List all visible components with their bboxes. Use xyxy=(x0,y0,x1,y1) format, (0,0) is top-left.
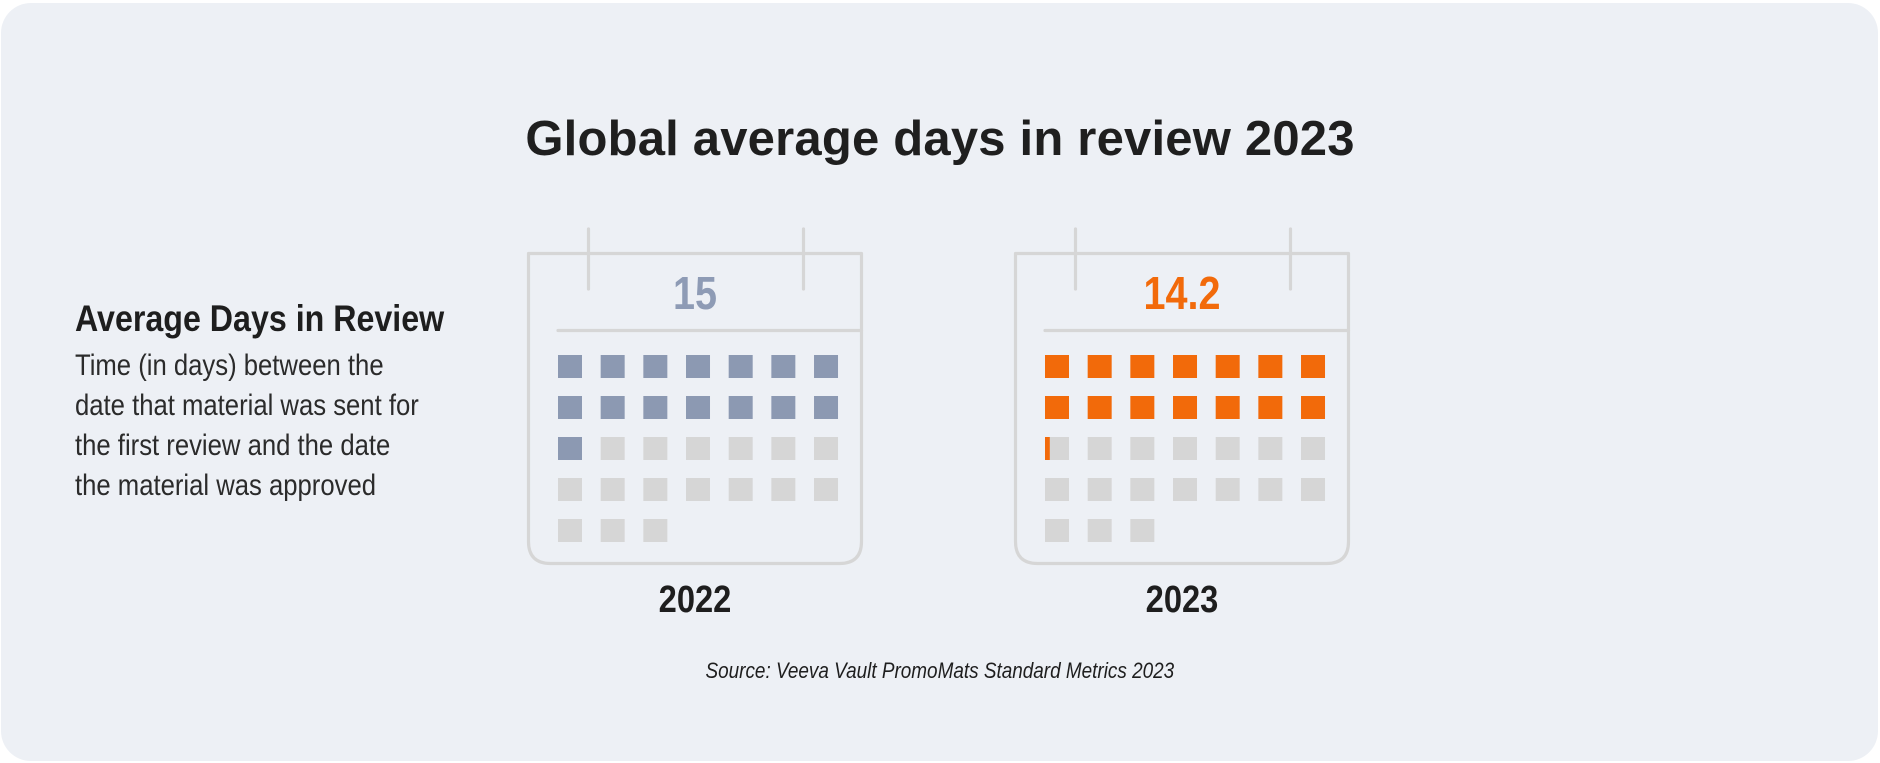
day-square-empty xyxy=(1215,437,1240,460)
day-square-empty xyxy=(1215,478,1240,501)
calendar-2023: 14.2 2023 xyxy=(1012,226,1352,621)
day-square-filled xyxy=(558,355,582,378)
metric-description: Time (in days) between the date that mat… xyxy=(75,346,493,506)
day-square-filled xyxy=(1258,355,1283,378)
day-square-filled xyxy=(558,437,582,460)
day-square-empty xyxy=(728,437,753,460)
day-square-empty xyxy=(600,478,625,501)
day-square-empty xyxy=(1087,519,1112,542)
day-square-filled xyxy=(643,355,668,378)
day-square-empty xyxy=(1173,437,1198,460)
day-square-filled xyxy=(558,396,582,419)
day-square-empty xyxy=(814,478,839,501)
day-square-empty xyxy=(771,437,796,460)
day-square-empty xyxy=(643,437,668,460)
day-square-filled xyxy=(728,396,753,419)
day-square-filled xyxy=(1045,355,1069,378)
day-square-empty xyxy=(558,478,582,501)
day-square-filled xyxy=(1130,355,1155,378)
metric-description-line: date that material was sent for xyxy=(75,389,419,422)
day-square-filled xyxy=(1215,355,1240,378)
day-square-filled xyxy=(1087,396,1112,419)
calendar-2022: 15 2022 xyxy=(525,226,865,621)
day-square-filled xyxy=(1258,396,1283,419)
day-square-filled xyxy=(1130,396,1155,419)
calendar-year-label: 2022 xyxy=(658,579,732,621)
calendar-value: 14.2 xyxy=(1143,267,1221,319)
source-note: Source: Veeva Vault PromoMats Standard M… xyxy=(705,658,1175,683)
day-square-empty xyxy=(771,478,796,501)
day-square-filled xyxy=(814,396,839,419)
day-square-filled xyxy=(643,396,668,419)
day-square-empty xyxy=(1087,478,1112,501)
day-square-empty xyxy=(558,519,582,542)
day-square-empty xyxy=(814,437,839,460)
day-square-empty xyxy=(643,478,668,501)
day-square-filled xyxy=(686,355,711,378)
day-square-filled xyxy=(1045,396,1069,419)
metric-description-block: Average Days in Review Time (in days) be… xyxy=(75,296,493,506)
day-square-empty xyxy=(1130,478,1155,501)
day-square-empty xyxy=(1301,478,1326,501)
day-square-empty xyxy=(1045,478,1069,501)
day-square-partial-fill xyxy=(1045,437,1050,460)
day-square-filled xyxy=(600,396,625,419)
day-square-empty xyxy=(1173,478,1198,501)
day-square-filled xyxy=(771,396,796,419)
day-square-empty xyxy=(1130,519,1155,542)
day-square-filled xyxy=(600,355,625,378)
day-square-empty xyxy=(686,478,711,501)
day-square-empty xyxy=(1087,437,1112,460)
day-square-empty xyxy=(728,478,753,501)
day-square-empty xyxy=(643,519,668,542)
calendar-value: 15 xyxy=(672,267,717,319)
day-square-empty xyxy=(1045,519,1069,542)
infographic-card xyxy=(1,3,1878,761)
day-square-filled xyxy=(1215,396,1240,419)
day-square-empty xyxy=(600,519,625,542)
day-square-empty xyxy=(1045,437,1069,460)
metric-description-line: the material was approved xyxy=(75,469,377,502)
day-square-filled xyxy=(1087,355,1112,378)
metric-heading: Average Days in Review xyxy=(75,298,445,339)
day-square-empty xyxy=(1258,437,1283,460)
calendar-icon xyxy=(526,227,864,566)
day-square-filled xyxy=(1173,355,1198,378)
day-square-filled xyxy=(728,355,753,378)
calendar-outline xyxy=(526,251,864,566)
day-square-empty xyxy=(1130,437,1155,460)
calendar-icon xyxy=(1013,227,1351,566)
day-square-empty xyxy=(1301,437,1326,460)
day-square-filled xyxy=(814,355,839,378)
day-square-filled xyxy=(1173,396,1198,419)
day-square-filled xyxy=(1301,396,1326,419)
page-title: Global average days in review 2023 xyxy=(525,112,1355,166)
day-square-filled xyxy=(1301,355,1326,378)
day-square-empty xyxy=(686,437,711,460)
calendar-outline xyxy=(1013,251,1351,566)
day-square-filled xyxy=(686,396,711,419)
calendar-year-label: 2023 xyxy=(1145,579,1219,621)
metric-description-line: Time (in days) between the xyxy=(75,349,384,382)
day-square-empty xyxy=(600,437,625,460)
metric-description-line: the first review and the date xyxy=(75,429,391,462)
day-square-empty xyxy=(1258,478,1283,501)
day-square-filled xyxy=(771,355,796,378)
